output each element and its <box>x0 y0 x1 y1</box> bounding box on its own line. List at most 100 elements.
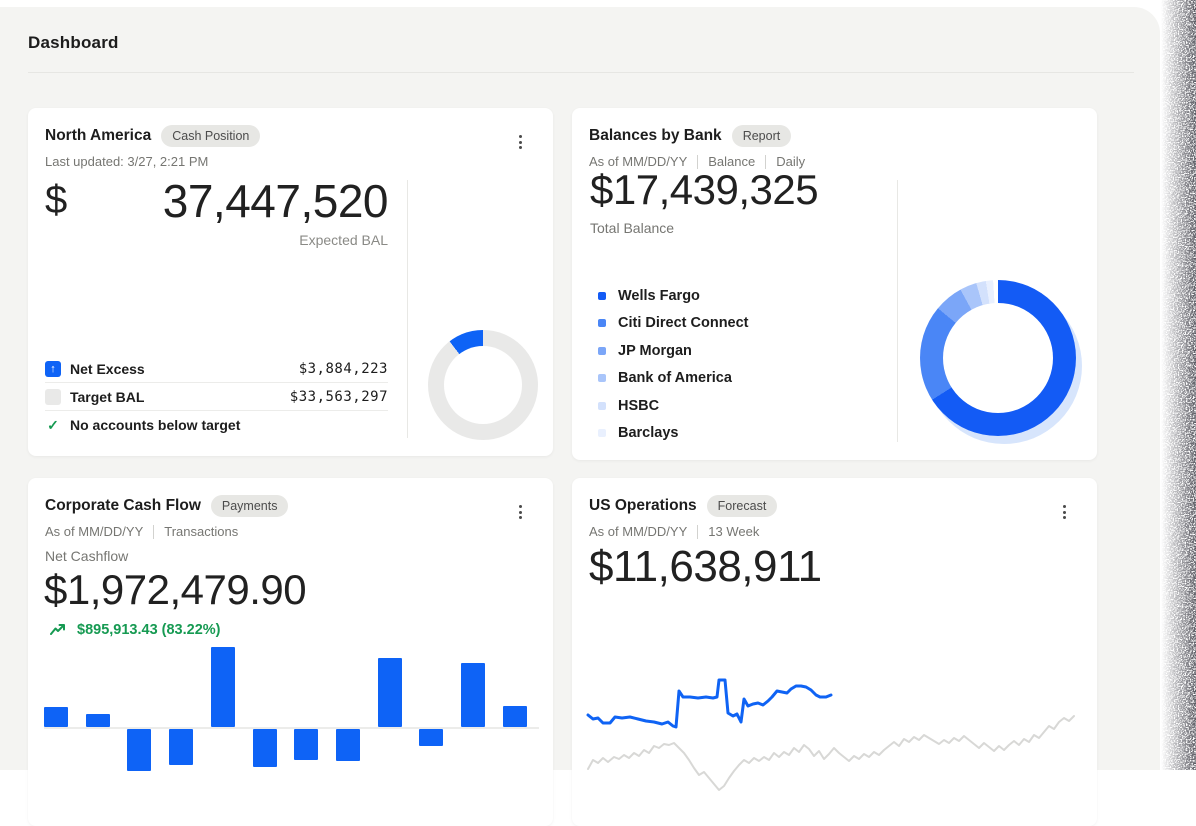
legend-item: JP Morgan <box>598 337 749 365</box>
transactions-filter-text: Transactions <box>164 524 239 539</box>
card-balances-by-bank: Balances by Bank Report As of MM/DD/YY B… <box>572 108 1097 460</box>
cash-position-donut-chart <box>428 330 538 440</box>
card-north-america: North America Cash Position Last updated… <box>28 108 553 456</box>
legend-item: Bank of America <box>598 365 749 393</box>
net-cashflow-label: Net Cashflow <box>45 548 129 564</box>
payments-badge: Payments <box>210 495 289 517</box>
card-title: Corporate Cash Flow <box>45 497 201 514</box>
bar <box>294 729 319 760</box>
legend-bullet <box>598 346 606 355</box>
card-us-operations: US Operations Forecast As of MM/DD/YY 13… <box>572 478 1097 826</box>
expected-balance-block: $ 37,447,520 Expected BAL <box>45 174 389 248</box>
legend-item: Barclays <box>598 420 749 448</box>
net-excess-row: ↑ Net Excess $3,884,223 <box>45 355 388 383</box>
report-badge: Report <box>731 125 792 147</box>
card-title: North America <box>45 127 152 144</box>
daily-filter-text: Daily <box>776 154 806 169</box>
card-header: US Operations Forecast As of MM/DD/YY 13… <box>572 478 1097 539</box>
bar <box>44 707 68 727</box>
vertical-divider <box>897 180 898 442</box>
kebab-menu-icon[interactable] <box>513 132 527 152</box>
legend-label: JP Morgan <box>618 342 692 359</box>
card-title: US Operations <box>589 497 697 514</box>
legend-bullet <box>598 319 606 328</box>
legend-label: Citi Direct Connect <box>618 315 749 332</box>
balances-donut-chart <box>920 280 1076 436</box>
thirteen-week-text: 13 Week <box>708 524 760 539</box>
card-corporate-cash-flow: Corporate Cash Flow Payments As of MM/DD… <box>28 478 553 826</box>
forecast-line-chart <box>586 678 1075 791</box>
page-header: Dashboard <box>0 7 1160 73</box>
bar <box>335 729 360 761</box>
expected-balance-label: Expected BAL <box>299 232 388 248</box>
legend-item: HSBC <box>598 392 749 420</box>
donut-hole <box>943 303 1053 413</box>
stat-value: $3,884,223 <box>298 360 388 377</box>
gray-square-icon <box>45 388 61 405</box>
separator <box>153 524 155 539</box>
as-of-date-text: As of MM/DD/YY <box>45 524 144 539</box>
card-header: Corporate Cash Flow Payments As of MM/DD… <box>28 478 553 539</box>
stat-label: Target BAL <box>70 388 145 405</box>
forecast-badge: Forecast <box>706 495 778 517</box>
legend-label: HSBC <box>618 397 660 414</box>
total-balance-label: Total Balance <box>590 220 675 236</box>
expected-balance-value: 37,447,520 <box>162 175 389 227</box>
vertical-divider <box>407 180 408 438</box>
forecast-series-line <box>587 715 1075 791</box>
separator <box>697 154 699 169</box>
cashflow-delta: $895,913.43 (83.22%) <box>50 622 221 638</box>
target-bal-row: Target BAL $33,563,297 <box>45 383 388 411</box>
bar <box>127 729 152 771</box>
legend-bullet <box>598 291 606 300</box>
screenshot-edge-noise <box>1161 0 1196 770</box>
us-operations-value: $11,638,911 <box>589 542 822 591</box>
kebab-menu-icon[interactable] <box>513 502 527 522</box>
legend-label: Bank of America <box>618 370 732 387</box>
as-of-date-text: As of MM/DD/YY <box>589 154 688 169</box>
total-balance-value: $17,439,325 <box>590 166 819 213</box>
bar <box>461 663 485 727</box>
bar <box>377 658 402 727</box>
main-panel: Dashboard North America Cash Position La… <box>0 7 1160 826</box>
balance-filter-text: Balance <box>708 154 756 169</box>
page-title: Dashboard <box>28 33 119 52</box>
kebab-menu-icon[interactable] <box>1057 502 1071 522</box>
legend-bullet <box>598 429 606 438</box>
card-header: North America Cash Position Last updated… <box>28 108 553 169</box>
trend-up-icon <box>50 624 65 635</box>
status-text: No accounts below target <box>70 417 241 433</box>
cashflow-bar-chart <box>28 478 553 826</box>
arrow-up-square-icon: ↑ <box>45 360 61 377</box>
stats-list: ↑ Net Excess $3,884,223 Target BAL $33,5… <box>45 355 388 439</box>
check-icon: ✓ <box>47 416 59 433</box>
bank-legend: Wells Fargo Citi Direct Connect JP Morga… <box>598 282 749 447</box>
header-divider <box>28 72 1134 73</box>
legend-bullet <box>598 401 606 410</box>
bar <box>252 729 277 767</box>
stat-label: Net Excess <box>70 360 145 377</box>
delta-text: $895,913.43 (83.22%) <box>77 622 221 638</box>
separator <box>697 524 699 539</box>
card-title: Balances by Bank <box>589 127 722 144</box>
cash-position-badge: Cash Position <box>161 125 261 147</box>
legend-label: Wells Fargo <box>618 287 700 304</box>
bar <box>169 729 194 765</box>
as-of-date-text: As of MM/DD/YY <box>589 524 688 539</box>
legend-item: Wells Fargo <box>598 282 749 310</box>
zero-baseline <box>44 727 539 729</box>
total-balance-block: $17,439,325 Total Balance <box>590 166 819 236</box>
status-row: ✓ No accounts below target <box>45 411 388 439</box>
donut-hole <box>444 346 522 424</box>
last-updated-text: Last updated: 3/27, 2:21 PM <box>45 154 209 169</box>
net-cashflow-value: $1,972,479.90 <box>44 566 307 613</box>
actuals-series-line <box>586 678 833 729</box>
legend-label: Barclays <box>618 425 679 442</box>
bar <box>419 729 444 746</box>
bar <box>210 647 235 727</box>
currency-symbol: $ <box>45 178 68 222</box>
stat-value: $33,563,297 <box>289 388 388 405</box>
bar <box>502 706 527 727</box>
card-header: Balances by Bank Report As of MM/DD/YY B… <box>572 108 1097 169</box>
separator <box>765 154 767 169</box>
